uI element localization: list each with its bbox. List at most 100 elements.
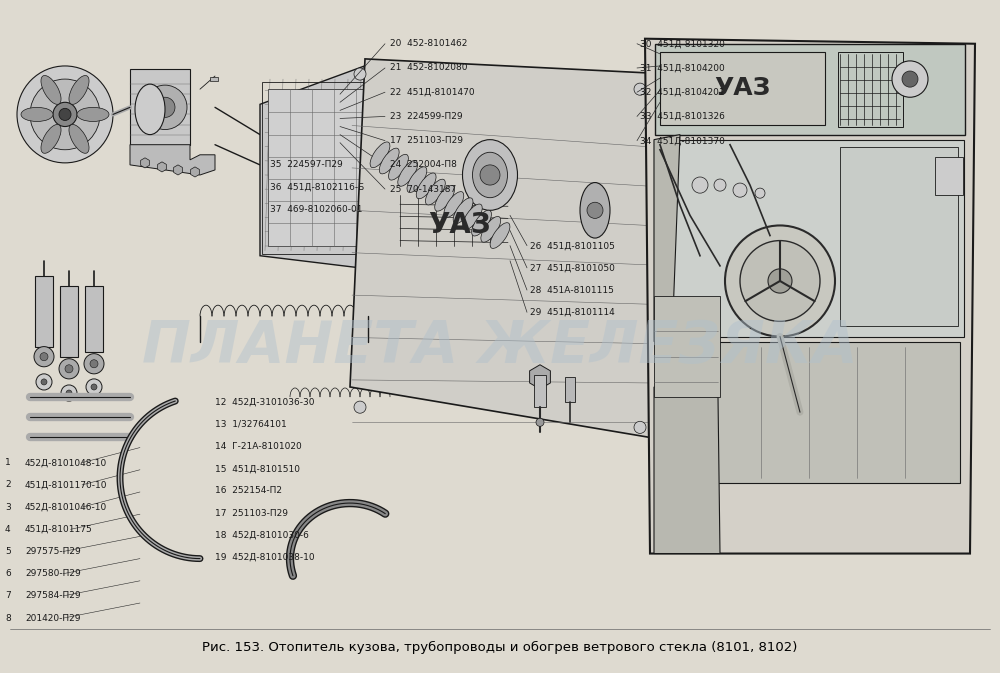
Circle shape	[768, 269, 792, 293]
Text: 19  452Д-8101038-10: 19 452Д-8101038-10	[215, 553, 315, 562]
Bar	[838, 52, 903, 127]
Text: 22  451Д-8101470: 22 451Д-8101470	[390, 87, 475, 97]
Text: 25  70-143187: 25 70-143187	[390, 184, 456, 194]
Text: ПЛАНЕТА ЖЕЛЕЗЯКА: ПЛАНЕТА ЖЕЛЕЗЯКА	[142, 318, 858, 375]
Text: Рис. 153. Отопитель кузова, трубопроводы и обогрев ветрового стекла (8101, 8102): Рис. 153. Отопитель кузова, трубопроводы…	[202, 641, 798, 653]
Bar	[85, 286, 103, 351]
Text: 15  451Д-8101510: 15 451Д-8101510	[215, 464, 300, 473]
Circle shape	[155, 97, 175, 117]
Text: 6: 6	[5, 569, 11, 578]
Bar	[935, 157, 963, 195]
Text: 452Д-8101046-10: 452Д-8101046-10	[25, 503, 107, 511]
Ellipse shape	[69, 75, 89, 104]
Polygon shape	[510, 145, 595, 236]
Ellipse shape	[453, 198, 473, 223]
Circle shape	[480, 165, 500, 185]
Circle shape	[733, 183, 747, 197]
Polygon shape	[654, 135, 680, 342]
Bar	[534, 375, 546, 407]
Circle shape	[354, 401, 366, 413]
Text: 12  452Д-3101036-30: 12 452Д-3101036-30	[215, 398, 314, 406]
Bar	[268, 90, 378, 246]
Bar	[35, 276, 53, 347]
Bar	[60, 286, 78, 357]
Circle shape	[740, 241, 820, 322]
Text: 35  224597-П29: 35 224597-П29	[270, 160, 343, 170]
Text: 7: 7	[5, 592, 11, 600]
Text: 297575-П29: 297575-П29	[25, 547, 81, 556]
Circle shape	[692, 177, 708, 193]
Ellipse shape	[481, 217, 501, 242]
Ellipse shape	[407, 167, 427, 192]
Polygon shape	[655, 44, 965, 135]
Ellipse shape	[379, 148, 399, 174]
Text: 18  452Д-8101030-6: 18 452Д-8101030-6	[215, 531, 309, 540]
Text: 30  451Д-8101320: 30 451Д-8101320	[640, 39, 725, 48]
Polygon shape	[130, 145, 215, 175]
Circle shape	[354, 68, 366, 80]
Circle shape	[59, 108, 71, 120]
Text: 3: 3	[5, 503, 11, 511]
Ellipse shape	[416, 173, 436, 199]
Circle shape	[41, 379, 47, 385]
Text: 34  451Д-8101370: 34 451Д-8101370	[640, 136, 725, 145]
Text: УАЗ: УАЗ	[714, 76, 770, 100]
Circle shape	[86, 379, 102, 395]
Ellipse shape	[21, 107, 53, 121]
Circle shape	[634, 421, 646, 433]
Circle shape	[755, 188, 765, 199]
Text: 29  451Д-8101114: 29 451Д-8101114	[530, 308, 615, 317]
Text: 2: 2	[5, 481, 11, 489]
Text: 37  469-8102060-01: 37 469-8102060-01	[270, 205, 362, 214]
Bar	[654, 140, 964, 336]
Text: 16  252154-П2: 16 252154-П2	[215, 487, 282, 495]
Circle shape	[61, 385, 77, 401]
Polygon shape	[645, 38, 975, 553]
Ellipse shape	[580, 182, 610, 238]
Polygon shape	[191, 167, 199, 177]
Circle shape	[714, 179, 726, 191]
Bar	[840, 147, 958, 326]
Ellipse shape	[425, 179, 445, 205]
Text: 17  251103-П29: 17 251103-П29	[215, 509, 288, 518]
Circle shape	[902, 71, 918, 87]
Text: 23  224599-П29: 23 224599-П29	[390, 112, 463, 121]
Ellipse shape	[69, 125, 89, 153]
Ellipse shape	[473, 152, 508, 198]
Text: 5: 5	[5, 547, 11, 556]
Ellipse shape	[490, 223, 510, 248]
Text: 26  451Д-8101105: 26 451Д-8101105	[530, 241, 615, 250]
Text: 4: 4	[5, 525, 11, 534]
Text: 33  451Д-8101326: 33 451Д-8101326	[640, 112, 725, 121]
Ellipse shape	[135, 84, 165, 135]
Bar	[130, 69, 190, 145]
Ellipse shape	[370, 142, 390, 168]
Circle shape	[59, 359, 79, 379]
Ellipse shape	[41, 125, 61, 153]
Polygon shape	[158, 162, 166, 172]
Ellipse shape	[462, 140, 518, 210]
Text: 27  451Д-8101050: 27 451Д-8101050	[530, 263, 615, 273]
Polygon shape	[141, 158, 149, 168]
Circle shape	[30, 79, 100, 149]
Text: 452Д-8101048-10: 452Д-8101048-10	[25, 458, 107, 467]
Text: 297584-П29: 297584-П29	[25, 592, 81, 600]
Text: 31  451Д-8104200: 31 451Д-8104200	[640, 63, 725, 73]
Text: 36  451Д-8102116-Б: 36 451Д-8102116-Б	[270, 182, 364, 192]
Ellipse shape	[398, 161, 418, 186]
Text: 8: 8	[5, 614, 11, 623]
Circle shape	[587, 202, 603, 219]
Ellipse shape	[77, 107, 109, 121]
Text: 28  451А-8101115: 28 451А-8101115	[530, 285, 614, 295]
Circle shape	[634, 83, 646, 96]
Text: 20  452-8101462: 20 452-8101462	[390, 39, 467, 48]
Circle shape	[40, 353, 48, 361]
Ellipse shape	[389, 154, 408, 180]
Polygon shape	[654, 387, 720, 553]
Bar	[660, 342, 960, 483]
Text: 297580-П29: 297580-П29	[25, 569, 81, 578]
Circle shape	[536, 418, 544, 427]
Ellipse shape	[472, 210, 491, 236]
Circle shape	[65, 365, 73, 373]
Circle shape	[84, 354, 104, 374]
